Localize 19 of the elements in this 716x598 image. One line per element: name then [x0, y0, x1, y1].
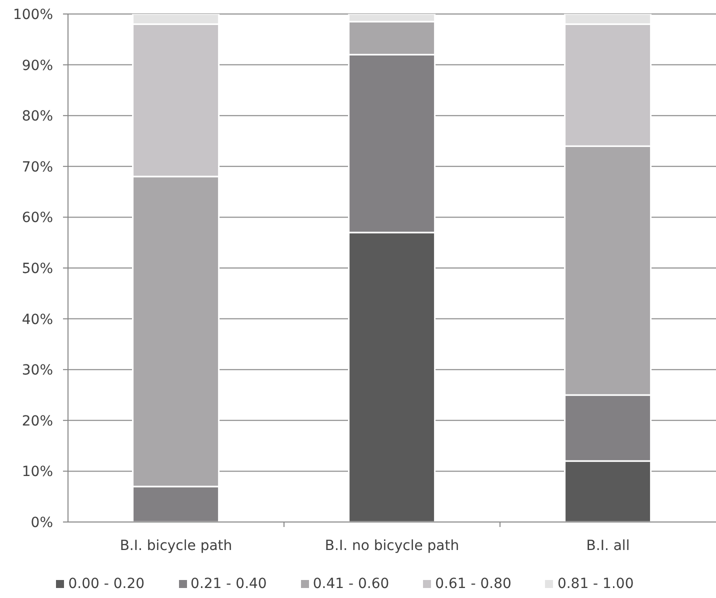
legend-label: 0.81 - 1.00	[557, 576, 634, 592]
y-tick-label: 60%	[22, 210, 53, 226]
legend-label: 0.41 - 0.60	[312, 576, 390, 592]
y-tick-label: 20%	[22, 413, 53, 430]
y-tick-label: 0%	[30, 514, 53, 531]
legend-label: 0.21 - 0.40	[190, 576, 267, 592]
y-tick-label: 90%	[22, 58, 53, 74]
y-tick-label: 70%	[22, 159, 53, 176]
y-tick-label: 50%	[22, 260, 53, 277]
y-tick-label: 30%	[22, 362, 53, 379]
legend-label: 0.00 - 0.20	[68, 576, 145, 592]
y-tick-label: 10%	[22, 464, 53, 480]
x-tick-label: B.I. no bicycle path	[324, 538, 460, 554]
y-tick-label: 80%	[22, 108, 53, 125]
x-tick-label: B.I. bicycle path	[120, 538, 232, 554]
legend-label: 0.61 - 0.80	[435, 576, 512, 592]
y-tick-label: 100%	[12, 6, 53, 23]
y-tick-label: 40%	[22, 312, 53, 328]
x-tick-label: B.I. all	[586, 538, 630, 554]
